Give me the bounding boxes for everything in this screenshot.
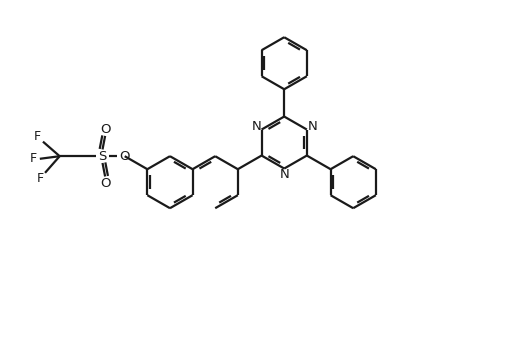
Text: F: F (30, 152, 37, 165)
Text: N: N (279, 168, 289, 181)
Text: F: F (34, 130, 41, 143)
Text: O: O (100, 123, 110, 136)
Text: F: F (36, 172, 43, 184)
Text: O: O (119, 150, 130, 163)
Text: N: N (307, 120, 317, 133)
Text: O: O (100, 177, 110, 190)
Text: N: N (251, 120, 261, 133)
Text: S: S (98, 150, 107, 163)
